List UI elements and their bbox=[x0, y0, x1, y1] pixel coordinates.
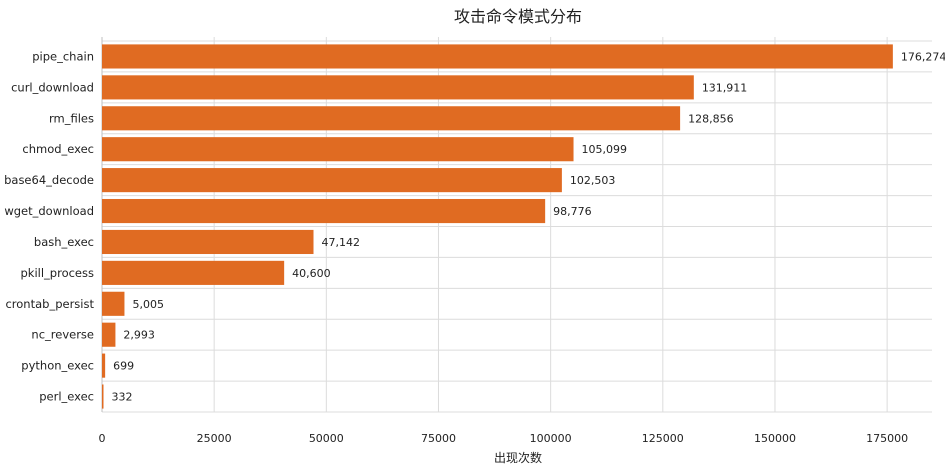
bar-nc_reverse bbox=[102, 322, 116, 347]
category-labels: pipe_chain curl_download rm_files chmod_exe… bbox=[4, 49, 94, 403]
category-label: pkill_process bbox=[21, 266, 95, 280]
bar-python_exec bbox=[102, 353, 106, 378]
x-tick-label: 125000 bbox=[642, 432, 684, 445]
bar-crontab_persist bbox=[102, 291, 125, 316]
value-label: 131,911 bbox=[702, 81, 748, 94]
bars bbox=[102, 44, 893, 409]
value-label: 128,856 bbox=[688, 112, 734, 125]
category-label: perl_exec bbox=[39, 390, 94, 404]
category-label: base64_decode bbox=[4, 173, 94, 187]
x-tick-label: 0 bbox=[99, 432, 106, 445]
value-label: 47,142 bbox=[322, 236, 361, 249]
bar-pkill_process bbox=[102, 260, 285, 285]
x-ticks: 0 25000 50000 75000 100000 125000 150000 175000 bbox=[99, 432, 909, 445]
value-label: 5,005 bbox=[132, 298, 164, 311]
value-label: 98,776 bbox=[553, 205, 592, 218]
bar-base64_decode bbox=[102, 168, 562, 193]
category-label: crontab_persist bbox=[5, 297, 94, 311]
x-axis-label: 出现次数 bbox=[494, 450, 542, 465]
x-tick-label: 25000 bbox=[197, 432, 232, 445]
value-label: 105,099 bbox=[582, 143, 628, 156]
category-label: bash_exec bbox=[34, 235, 94, 249]
x-tick-label: 150000 bbox=[754, 432, 796, 445]
category-label: python_exec bbox=[21, 359, 94, 373]
value-label: 176,274 bbox=[901, 50, 945, 63]
bar-wget_download bbox=[102, 198, 546, 224]
value-label: 699 bbox=[113, 360, 134, 373]
category-label: nc_reverse bbox=[31, 328, 94, 342]
bar-chmod_exec bbox=[102, 137, 574, 162]
value-label: 332 bbox=[111, 391, 132, 404]
x-tick-label: 50000 bbox=[309, 432, 344, 445]
value-label: 102,503 bbox=[570, 174, 616, 187]
x-tick-label: 175000 bbox=[866, 432, 908, 445]
category-label: pipe_chain bbox=[32, 49, 94, 63]
bar-pipe_chain bbox=[102, 44, 893, 69]
x-tick-label: 75000 bbox=[421, 432, 456, 445]
bar-curl_download bbox=[102, 75, 694, 100]
gridlines bbox=[101, 37, 932, 413]
category-label: curl_download bbox=[11, 80, 94, 94]
category-label: rm_files bbox=[49, 111, 94, 125]
value-labels: 176,274 131,911 128,856 105,099 102,503 98,77… bbox=[111, 50, 945, 403]
bar-perl_exec bbox=[102, 384, 104, 409]
x-tick-label: 100000 bbox=[530, 432, 572, 445]
category-label: chmod_exec bbox=[22, 142, 94, 156]
bar-rm_files bbox=[102, 106, 681, 131]
value-label: 2,993 bbox=[123, 329, 155, 342]
chart-title: 攻击命令模式分布 bbox=[454, 7, 582, 26]
bar-bash_exec bbox=[102, 229, 314, 255]
category-label: wget_download bbox=[4, 204, 94, 218]
value-label: 40,600 bbox=[292, 267, 331, 280]
